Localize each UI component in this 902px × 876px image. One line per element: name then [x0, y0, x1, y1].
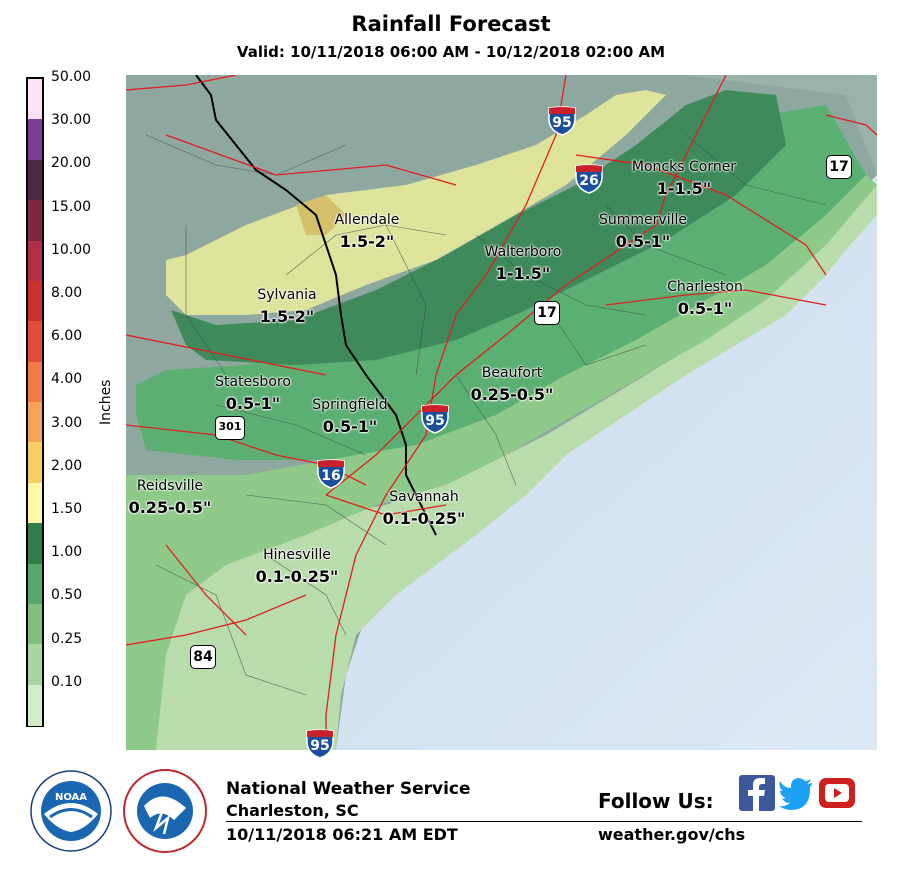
legend-swatch — [28, 119, 42, 161]
us-route-shield: 84 — [190, 645, 216, 669]
interstate-shield: 95 — [305, 729, 335, 759]
footer-org: National Weather Service — [226, 779, 471, 799]
city-name: Charleston — [667, 279, 743, 295]
rainfall-amount: 1-1.5" — [495, 264, 551, 283]
shield-number: 95 — [310, 738, 330, 754]
page-title: Rainfall Forecast — [351, 12, 551, 36]
band-2.00 — [296, 195, 346, 235]
rainfall-amount: 0.5-1" — [677, 299, 733, 318]
band-1.50 — [166, 90, 666, 315]
city-name: Beaufort — [481, 365, 543, 381]
facebook-icon[interactable] — [739, 775, 775, 811]
footer-divider — [226, 821, 862, 822]
legend-tick: 0.50 — [51, 587, 83, 604]
legend-swatch — [28, 482, 42, 524]
legend-swatch — [28, 644, 42, 686]
nws-logo — [123, 769, 207, 853]
legend-tick: 30.00 — [51, 112, 92, 129]
svg-text:NOAA: NOAA — [55, 792, 87, 803]
interstate-shield: 16 — [316, 459, 346, 489]
website-link[interactable]: weather.gov/chs — [598, 825, 746, 844]
us-route-shield: 301 — [215, 416, 245, 440]
shield-number: 26 — [579, 173, 599, 189]
rainfall-amount: 1-1.5" — [656, 179, 712, 198]
city-name: Hinesville — [263, 547, 331, 563]
rainfall-amount: 1.5-2" — [339, 232, 395, 251]
city-name: Reidsville — [136, 478, 204, 494]
valid-period: Valid: 10/11/2018 06:00 AM - 10/12/2018 … — [236, 43, 666, 61]
legend-swatch — [28, 361, 42, 403]
shield-number: 17 — [537, 305, 557, 321]
us-route-shield: 17 — [826, 155, 852, 179]
legend-tick: 1.50 — [51, 501, 83, 517]
legend-swatch — [28, 523, 42, 564]
legend-tick: 8.00 — [51, 285, 83, 301]
city-name: Springfield — [312, 397, 388, 413]
legend-swatch — [28, 321, 42, 363]
rainfall-map — [126, 75, 877, 750]
shield-number: 16 — [321, 468, 341, 484]
legend-swatch — [28, 159, 42, 201]
legend-swatch — [28, 200, 42, 241]
legend-swatch — [28, 442, 42, 484]
shield-number: 84 — [193, 649, 213, 665]
band-0.25 — [126, 175, 877, 750]
band-0.10 — [126, 185, 877, 750]
youtube-icon[interactable] — [819, 775, 855, 811]
city-name: Allendale — [334, 212, 400, 228]
legend-tick: 4.00 — [51, 371, 83, 388]
rainfall-amount: 0.25-0.5" — [470, 385, 554, 404]
rainfall-amount: 0.5-1" — [615, 232, 671, 251]
us-route-shield: 17 — [534, 301, 560, 325]
interstate-shield: 26 — [574, 164, 604, 194]
band-1.00 — [171, 90, 786, 365]
legend-units: Inches — [98, 379, 114, 425]
legend-tick: 10.00 — [51, 241, 92, 258]
rainfall-amount: 0.1-0.25" — [255, 567, 339, 586]
follow-label: Follow Us: — [598, 789, 714, 813]
shield-number: 17 — [829, 159, 849, 175]
shield-number: 95 — [552, 115, 572, 131]
rainfall-amount: 0.5-1" — [225, 394, 281, 413]
rainfall-amount: 0.5-1" — [322, 417, 378, 436]
legend-swatch — [28, 684, 42, 726]
shield-number: 95 — [425, 413, 445, 429]
legend-swatch — [28, 603, 42, 645]
legend-swatch — [28, 240, 42, 282]
rainfall-amount: 0.25-0.5" — [128, 498, 212, 517]
legend-tick: 6.00 — [51, 328, 83, 345]
interstate-shield: 95 — [420, 404, 450, 434]
city-name: Sylvania — [257, 287, 317, 303]
legend-tick: 0.25 — [51, 630, 83, 647]
legend-tick: 50.00 — [51, 69, 92, 85]
legend-tick: 15.00 — [51, 198, 92, 215]
legend-tick: 3.00 — [51, 414, 83, 431]
rainfall-amount: 0.1-0.25" — [382, 509, 466, 528]
city-name: Summerville — [599, 212, 687, 228]
legend-swatch — [28, 563, 42, 605]
legend-swatch — [28, 79, 42, 120]
legend-tick: 1.00 — [51, 544, 83, 561]
legend-swatch — [28, 402, 42, 443]
legend-swatch — [28, 280, 42, 322]
interstate-shield: 95 — [547, 106, 577, 136]
state-line — [195, 75, 437, 536]
legend-tick: 0.10 — [51, 673, 83, 690]
city-name: Statesboro — [215, 374, 291, 390]
shield-number: 301 — [218, 420, 242, 433]
city-name: Walterboro — [484, 244, 562, 260]
city-name: Savannah — [389, 489, 459, 505]
land-northeast — [556, 75, 877, 175]
footer-location: Charleston, SC — [226, 801, 359, 820]
color-legend — [26, 77, 44, 727]
rainfall-amount: 1.5-2" — [259, 307, 315, 326]
city-name: Moncks Corner — [631, 159, 737, 175]
legend-tick: 20.00 — [51, 155, 92, 172]
noaa-logo: NOAA — [30, 770, 112, 852]
twitter-icon[interactable] — [778, 775, 814, 811]
legend-tick: 2.00 — [51, 457, 83, 474]
footer-issued: 10/11/2018 06:21 AM EDT — [226, 825, 458, 844]
